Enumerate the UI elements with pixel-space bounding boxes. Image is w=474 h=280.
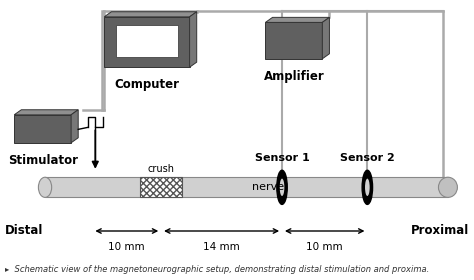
Text: crush: crush [148,164,174,174]
Ellipse shape [438,177,457,197]
Text: Distal: Distal [5,225,43,237]
Text: Sensor 2: Sensor 2 [340,153,395,163]
Text: 14 mm: 14 mm [203,242,240,252]
Polygon shape [265,17,329,22]
Text: Amplifier: Amplifier [264,70,324,83]
Text: Stimulator: Stimulator [8,154,78,167]
Text: Computer: Computer [114,78,180,91]
Bar [45,177,448,197]
Text: 10 mm: 10 mm [109,242,145,252]
Polygon shape [104,12,197,17]
Bar [140,177,182,197]
Polygon shape [14,110,78,115]
Ellipse shape [38,177,52,197]
Polygon shape [14,115,71,143]
Polygon shape [322,17,329,59]
Text: Sensor 1: Sensor 1 [255,153,310,163]
Polygon shape [190,12,197,67]
Polygon shape [116,25,178,57]
Text: Proximal: Proximal [411,225,469,237]
Polygon shape [265,22,322,59]
Text: ▸  Schematic view of the magnetoneurographic setup, demonstrating distal stimula: ▸ Schematic view of the magnetoneurograp… [5,265,429,274]
Ellipse shape [365,179,370,196]
Polygon shape [104,17,190,67]
Ellipse shape [277,170,287,204]
Text: nerve: nerve [252,182,284,192]
Ellipse shape [362,170,373,204]
Polygon shape [71,110,78,143]
Text: 10 mm: 10 mm [306,242,343,252]
Ellipse shape [280,179,284,196]
